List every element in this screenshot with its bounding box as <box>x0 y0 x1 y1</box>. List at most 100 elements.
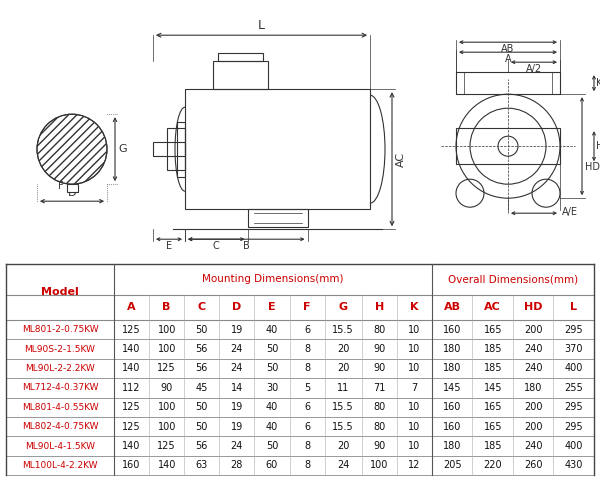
Text: 125: 125 <box>122 324 141 335</box>
Text: 180: 180 <box>524 383 542 393</box>
Text: 80: 80 <box>373 324 385 335</box>
Text: 19: 19 <box>231 402 243 412</box>
Text: 10: 10 <box>409 324 421 335</box>
Text: 10: 10 <box>409 344 421 354</box>
Text: ML802-4-0.75KW: ML802-4-0.75KW <box>22 422 98 431</box>
Bar <box>218 53 263 61</box>
Text: 140: 140 <box>157 460 176 470</box>
Text: 260: 260 <box>524 460 542 470</box>
Text: D: D <box>232 302 242 312</box>
Text: 40: 40 <box>266 402 278 412</box>
Text: 185: 185 <box>484 441 502 451</box>
Text: A: A <box>127 302 136 312</box>
Text: 185: 185 <box>484 344 502 354</box>
Text: 90: 90 <box>161 383 173 393</box>
Text: 140: 140 <box>122 441 141 451</box>
Text: 185: 185 <box>484 363 502 373</box>
Bar <box>213 61 268 89</box>
Text: 12: 12 <box>408 460 421 470</box>
Text: 15.5: 15.5 <box>332 324 354 335</box>
Text: 24: 24 <box>230 344 243 354</box>
Text: ML90L-4-1.5KW: ML90L-4-1.5KW <box>25 442 95 451</box>
Text: B: B <box>163 302 171 312</box>
Text: 30: 30 <box>266 383 278 393</box>
Text: 100: 100 <box>157 402 176 412</box>
Text: 112: 112 <box>122 383 141 393</box>
Text: L: L <box>570 302 577 312</box>
Text: 145: 145 <box>443 383 461 393</box>
Text: D: D <box>68 188 76 198</box>
Text: 8: 8 <box>304 344 310 354</box>
Text: ML90L-2-2.2KW: ML90L-2-2.2KW <box>25 364 95 373</box>
Text: AB: AB <box>502 44 515 54</box>
Text: 6: 6 <box>304 324 310 335</box>
Text: AB: AB <box>444 302 461 312</box>
Text: 10: 10 <box>409 441 421 451</box>
Text: 56: 56 <box>196 344 208 354</box>
Text: 90: 90 <box>373 363 385 373</box>
Text: 125: 125 <box>122 402 141 412</box>
Text: 200: 200 <box>524 422 542 432</box>
Bar <box>456 128 560 164</box>
Text: 8: 8 <box>304 460 310 470</box>
Text: 125: 125 <box>122 422 141 432</box>
Text: 140: 140 <box>122 363 141 373</box>
Text: F: F <box>58 181 64 191</box>
Bar <box>153 142 185 156</box>
Bar <box>456 72 560 94</box>
Text: AC: AC <box>396 152 406 167</box>
Text: B: B <box>243 241 250 251</box>
Text: L: L <box>258 19 265 32</box>
Text: 90: 90 <box>373 344 385 354</box>
Text: 240: 240 <box>524 344 542 354</box>
Text: C: C <box>198 302 206 312</box>
Text: ML100L-4-2.2KW: ML100L-4-2.2KW <box>22 461 98 470</box>
Text: A/2: A/2 <box>526 64 542 74</box>
Text: 80: 80 <box>373 402 385 412</box>
Text: 50: 50 <box>196 422 208 432</box>
Text: 19: 19 <box>231 422 243 432</box>
Text: Overall Dimensions(mm): Overall Dimensions(mm) <box>448 274 578 284</box>
Text: 50: 50 <box>266 363 278 373</box>
Text: 15.5: 15.5 <box>332 422 354 432</box>
Text: 160: 160 <box>443 422 461 432</box>
Text: 100: 100 <box>370 460 389 470</box>
Text: 295: 295 <box>565 324 583 335</box>
Text: 20: 20 <box>337 441 349 451</box>
Text: 24: 24 <box>230 441 243 451</box>
Text: Model: Model <box>41 287 79 297</box>
Text: E: E <box>166 241 172 251</box>
Text: 6: 6 <box>304 422 310 432</box>
Text: 19: 19 <box>231 324 243 335</box>
Text: 8: 8 <box>304 441 310 451</box>
Text: 50: 50 <box>196 402 208 412</box>
Text: ML801-2-0.75KW: ML801-2-0.75KW <box>22 325 98 334</box>
Text: 11: 11 <box>337 383 349 393</box>
Text: 6: 6 <box>304 402 310 412</box>
Text: G: G <box>338 302 348 312</box>
Text: A: A <box>505 54 511 64</box>
Text: G: G <box>118 144 127 154</box>
Text: 28: 28 <box>230 460 243 470</box>
Text: ML90S-2-1.5KW: ML90S-2-1.5KW <box>25 345 95 354</box>
Text: 180: 180 <box>443 363 461 373</box>
Text: 10: 10 <box>409 422 421 432</box>
Text: K: K <box>410 302 419 312</box>
Text: AC: AC <box>484 302 501 312</box>
Text: 200: 200 <box>524 402 542 412</box>
Text: 165: 165 <box>484 324 502 335</box>
Bar <box>185 89 370 209</box>
Text: 240: 240 <box>524 441 542 451</box>
Text: 205: 205 <box>443 460 461 470</box>
Text: 24: 24 <box>337 460 349 470</box>
Text: 220: 220 <box>484 460 502 470</box>
Text: C: C <box>213 241 220 251</box>
Text: 160: 160 <box>443 402 461 412</box>
Text: 90: 90 <box>373 441 385 451</box>
Text: 165: 165 <box>484 402 502 412</box>
Text: E: E <box>268 302 276 312</box>
Text: H: H <box>596 141 600 151</box>
Text: 255: 255 <box>565 383 583 393</box>
Text: HD: HD <box>524 302 542 312</box>
Text: 145: 145 <box>484 383 502 393</box>
